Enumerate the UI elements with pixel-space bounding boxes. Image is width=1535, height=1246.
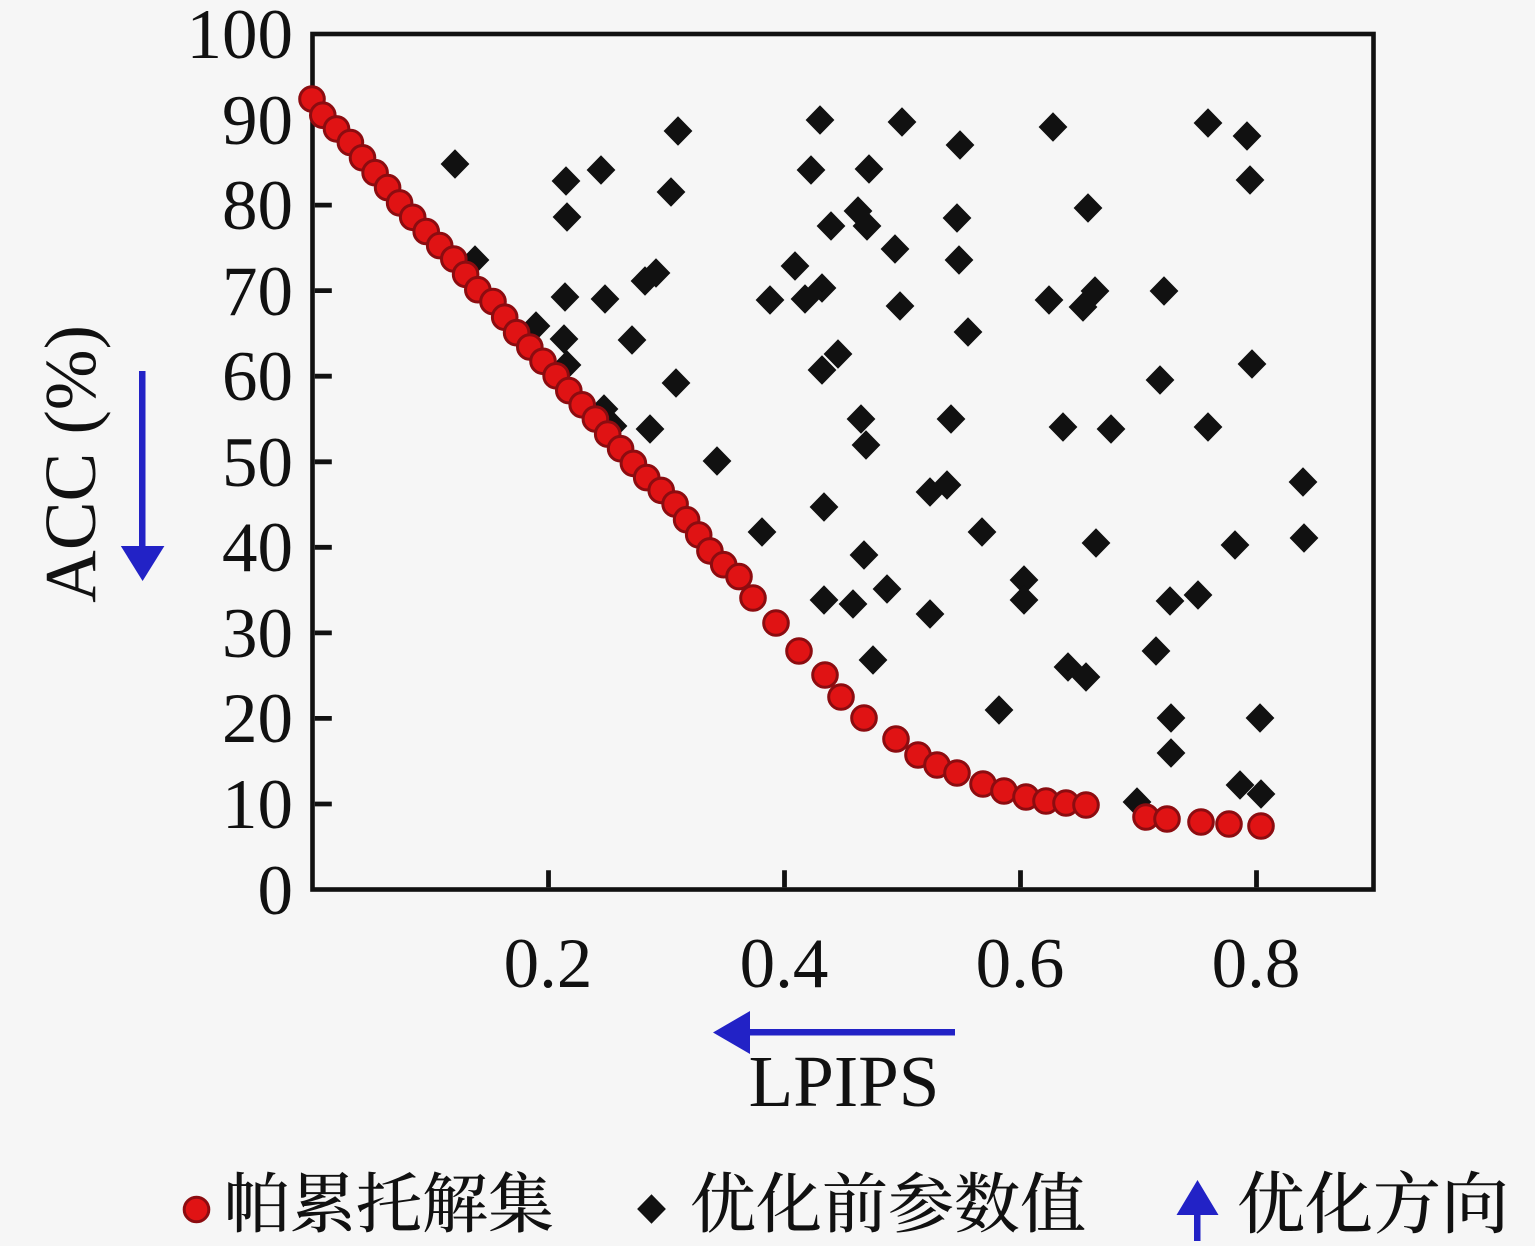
svg-text:20: 20 [222, 680, 293, 758]
svg-text:50: 50 [222, 424, 293, 502]
svg-text:60: 60 [222, 338, 293, 416]
svg-text:0.4: 0.4 [740, 925, 829, 1003]
svg-text:40: 40 [222, 509, 293, 587]
svg-text:0.6: 0.6 [976, 925, 1065, 1003]
svg-text:10: 10 [222, 766, 293, 844]
svg-text:0.2: 0.2 [504, 925, 593, 1003]
svg-text:LPIPS: LPIPS [749, 1041, 940, 1122]
svg-text:0: 0 [258, 852, 294, 930]
svg-text:100: 100 [187, 0, 294, 74]
svg-text:0.8: 0.8 [1212, 925, 1301, 1003]
svg-text:90: 90 [222, 82, 293, 160]
svg-text:ACC (%): ACC (%) [30, 325, 111, 603]
svg-text:80: 80 [222, 167, 293, 245]
svg-text:30: 30 [222, 595, 293, 673]
svg-text:70: 70 [222, 253, 293, 331]
